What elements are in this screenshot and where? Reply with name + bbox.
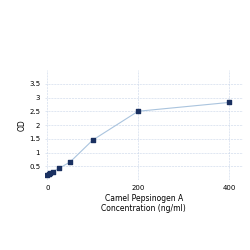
- Y-axis label: OD: OD: [17, 119, 26, 131]
- Point: [136, 109, 140, 113]
- X-axis label: Camel Pepsinogen A
Concentration (ng/ml): Camel Pepsinogen A Concentration (ng/ml): [102, 194, 186, 213]
- Point: [47, 172, 51, 176]
- Point: [227, 100, 231, 104]
- Point: [68, 160, 72, 164]
- Point: [45, 172, 49, 176]
- Point: [91, 138, 95, 142]
- Point: [48, 171, 52, 175]
- Point: [51, 170, 55, 174]
- Point: [56, 166, 60, 170]
